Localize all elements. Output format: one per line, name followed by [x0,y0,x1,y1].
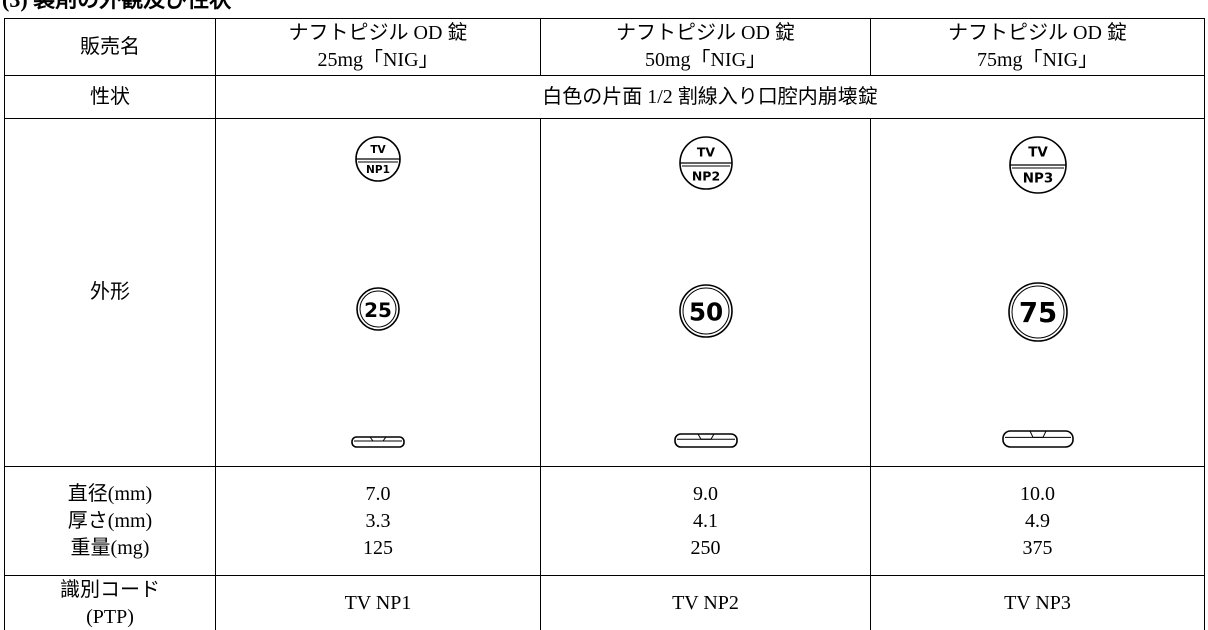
cell-line: 3.3 [365,509,391,532]
imprint: 50 [688,298,722,327]
heading: (3) 製剤の外観及び性状 [2,0,231,13]
imprint: 75 [1018,297,1056,329]
code-value: TV NP3 [870,575,1205,630]
cell-line: ナフトピジル OD 錠 [616,22,795,44]
tablet-cell: TV NP3 75 [870,118,1205,467]
tablet-rim [359,290,397,327]
row: 性状 白色の片面 1/2 割線入り口腔内崩壊錠 [4,75,1205,119]
cell-line: 50mg「NIG」 [644,49,767,71]
tablet-face-view: 25 [356,286,400,331]
tablet-top-view: TV NP3 [1008,135,1067,194]
imprint: TV [696,144,715,159]
imprint: TV [370,143,386,155]
tablet-top-view: TV NP2 [678,135,733,190]
product-name: ナフトピジル OD 錠 75mg「NIG」 [870,18,1205,76]
tablet-face-view: 75 [1007,281,1068,342]
cell-line: 7.0 [365,482,391,505]
label-cell: 直径(mm) 厚さ(mm) 重量(mg) [4,466,216,576]
cell-line: 25mg「NIG」 [317,49,439,71]
row: 外形 TV NP1 25 TV NP2 50 TV NP3 75 [4,118,1205,467]
dimension-values: 10.0 4.9 375 [870,466,1205,576]
score-notch [369,436,387,441]
tablet-cell: TV NP1 25 [215,118,541,467]
tablet-rim [1011,285,1064,338]
cell-line: 9.0 [693,482,718,505]
tablet-images: TV NP2 50 [541,128,870,458]
imprint: TV [1028,145,1048,160]
score-notch [1029,430,1046,438]
tablet-side-view [351,435,405,448]
cell-line: 4.1 [693,509,718,532]
cell-line: ナフトピジル OD 錠 [288,22,468,44]
tablet-side-view [1001,429,1074,448]
row: 販売名 ナフトピジル OD 錠 25mg「NIG」 ナフトピジル OD 錠 50mg「N… [4,18,1205,76]
row: 識別コード (PTP) TV NP1 TV NP2 TV NP3 [4,575,1205,630]
tablet-side [1001,429,1074,448]
label-cell: 性状 [4,75,216,119]
label-cell: 外形 [4,118,216,467]
spec-table: 販売名 ナフトピジル OD 錠 25mg「NIG」 ナフトピジル OD 錠 50mg「N… [4,18,1205,630]
cell-line: 250 [690,536,721,559]
cell-line: 10.0 [1020,482,1055,505]
dimension-values: 9.0 4.1 250 [540,466,871,576]
imprint: 25 [364,298,392,322]
score-notch [697,433,714,440]
label-cell: 識別コード (PTP) [4,575,216,630]
tablet-face-view: 50 [678,284,733,338]
tablet-side [351,435,405,448]
imprint: NP1 [366,164,390,176]
imprint: NP3 [1022,171,1052,186]
cell-line: 識別コード [60,578,160,601]
tablet-outline [356,286,400,331]
cell-line: 重量(mg) [70,536,150,559]
cell-line: 厚さ(mm) [67,509,153,532]
label-cell: 販売名 [4,18,216,76]
cell-line: 75mg「NIG」 [976,49,1099,71]
cell-line: 375 [1022,536,1053,559]
tablet-top-view: TV NP1 [355,135,401,182]
tablet-side-view [673,432,738,448]
cell-line: 4.9 [1025,509,1050,532]
cell-line: 直径(mm) [67,482,153,505]
product-name: ナフトピジル OD 錠 50mg「NIG」 [540,18,871,76]
cell-line: 125 [363,536,393,559]
cell-line: ナフトピジル OD 錠 [948,22,1127,44]
tablet-cell: TV NP2 50 [540,118,871,467]
code-value: TV NP1 [215,575,541,630]
dimension-values: 7.0 3.3 125 [215,466,541,576]
properties-value: 白色の片面 1/2 割線入り口腔内崩壊錠 [215,75,1205,119]
tablet-outline [1007,281,1068,342]
imprint: NP2 [691,168,719,183]
cell-line: (PTP) [86,605,134,628]
tablet-rim [682,287,729,335]
tablet-side [673,432,738,448]
code-value: TV NP2 [540,575,871,630]
tablet-outline [678,284,733,338]
row: 直径(mm) 厚さ(mm) 重量(mg) 7.0 3.3 125 9.0 4.1 250 10.0… [4,466,1205,576]
tablet-images: TV NP1 25 [216,128,540,458]
tablet-images: TV NP3 75 [871,128,1204,458]
product-name: ナフトピジル OD 錠 25mg「NIG」 [215,18,541,76]
